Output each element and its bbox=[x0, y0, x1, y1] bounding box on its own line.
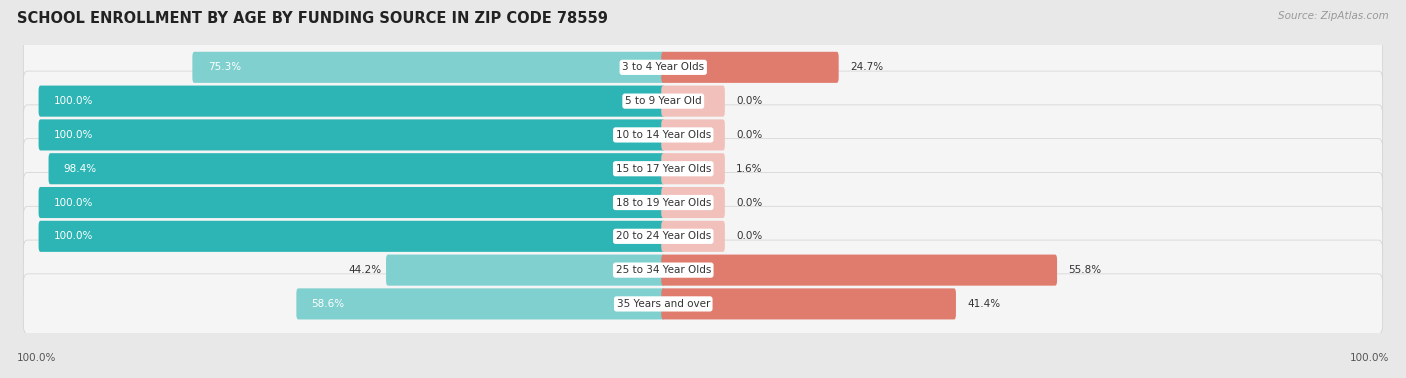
FancyBboxPatch shape bbox=[661, 153, 725, 184]
FancyBboxPatch shape bbox=[661, 85, 725, 117]
FancyBboxPatch shape bbox=[24, 240, 1382, 300]
Text: 0.0%: 0.0% bbox=[737, 231, 762, 241]
FancyBboxPatch shape bbox=[24, 139, 1382, 199]
FancyBboxPatch shape bbox=[661, 52, 839, 83]
Text: 3 to 4 Year Olds: 3 to 4 Year Olds bbox=[623, 62, 704, 72]
Text: 15 to 17 Year Olds: 15 to 17 Year Olds bbox=[616, 164, 711, 174]
Text: 58.6%: 58.6% bbox=[312, 299, 344, 309]
FancyBboxPatch shape bbox=[661, 254, 1057, 286]
FancyBboxPatch shape bbox=[38, 221, 665, 252]
FancyBboxPatch shape bbox=[38, 187, 665, 218]
FancyBboxPatch shape bbox=[49, 153, 665, 184]
Text: 100.0%: 100.0% bbox=[53, 231, 93, 241]
Text: 1.6%: 1.6% bbox=[737, 164, 762, 174]
Text: 100.0%: 100.0% bbox=[53, 96, 93, 106]
Text: 44.2%: 44.2% bbox=[349, 265, 381, 275]
Text: Source: ZipAtlas.com: Source: ZipAtlas.com bbox=[1278, 11, 1389, 21]
FancyBboxPatch shape bbox=[24, 37, 1382, 98]
FancyBboxPatch shape bbox=[24, 274, 1382, 334]
FancyBboxPatch shape bbox=[38, 85, 665, 117]
FancyBboxPatch shape bbox=[24, 206, 1382, 266]
Text: 55.8%: 55.8% bbox=[1069, 265, 1101, 275]
Text: SCHOOL ENROLLMENT BY AGE BY FUNDING SOURCE IN ZIP CODE 78559: SCHOOL ENROLLMENT BY AGE BY FUNDING SOUR… bbox=[17, 11, 607, 26]
FancyBboxPatch shape bbox=[661, 288, 956, 319]
Text: 75.3%: 75.3% bbox=[208, 62, 240, 72]
Text: 35 Years and over: 35 Years and over bbox=[617, 299, 710, 309]
Text: 0.0%: 0.0% bbox=[737, 198, 762, 208]
Text: 0.0%: 0.0% bbox=[737, 96, 762, 106]
Text: 20 to 24 Year Olds: 20 to 24 Year Olds bbox=[616, 231, 711, 241]
FancyBboxPatch shape bbox=[661, 221, 725, 252]
Text: 100.0%: 100.0% bbox=[53, 198, 93, 208]
Text: 100.0%: 100.0% bbox=[53, 130, 93, 140]
FancyBboxPatch shape bbox=[297, 288, 665, 319]
Text: 98.4%: 98.4% bbox=[63, 164, 97, 174]
Text: 10 to 14 Year Olds: 10 to 14 Year Olds bbox=[616, 130, 711, 140]
Text: 18 to 19 Year Olds: 18 to 19 Year Olds bbox=[616, 198, 711, 208]
Text: 24.7%: 24.7% bbox=[851, 62, 883, 72]
FancyBboxPatch shape bbox=[193, 52, 665, 83]
Text: 100.0%: 100.0% bbox=[17, 353, 56, 363]
Text: 0.0%: 0.0% bbox=[737, 130, 762, 140]
FancyBboxPatch shape bbox=[24, 71, 1382, 131]
Text: 41.4%: 41.4% bbox=[967, 299, 1000, 309]
FancyBboxPatch shape bbox=[661, 187, 725, 218]
Text: 5 to 9 Year Old: 5 to 9 Year Old bbox=[624, 96, 702, 106]
FancyBboxPatch shape bbox=[387, 254, 665, 286]
Text: 100.0%: 100.0% bbox=[1350, 353, 1389, 363]
FancyBboxPatch shape bbox=[38, 119, 665, 150]
FancyBboxPatch shape bbox=[24, 105, 1382, 165]
Text: 25 to 34 Year Olds: 25 to 34 Year Olds bbox=[616, 265, 711, 275]
FancyBboxPatch shape bbox=[661, 119, 725, 150]
FancyBboxPatch shape bbox=[24, 172, 1382, 232]
